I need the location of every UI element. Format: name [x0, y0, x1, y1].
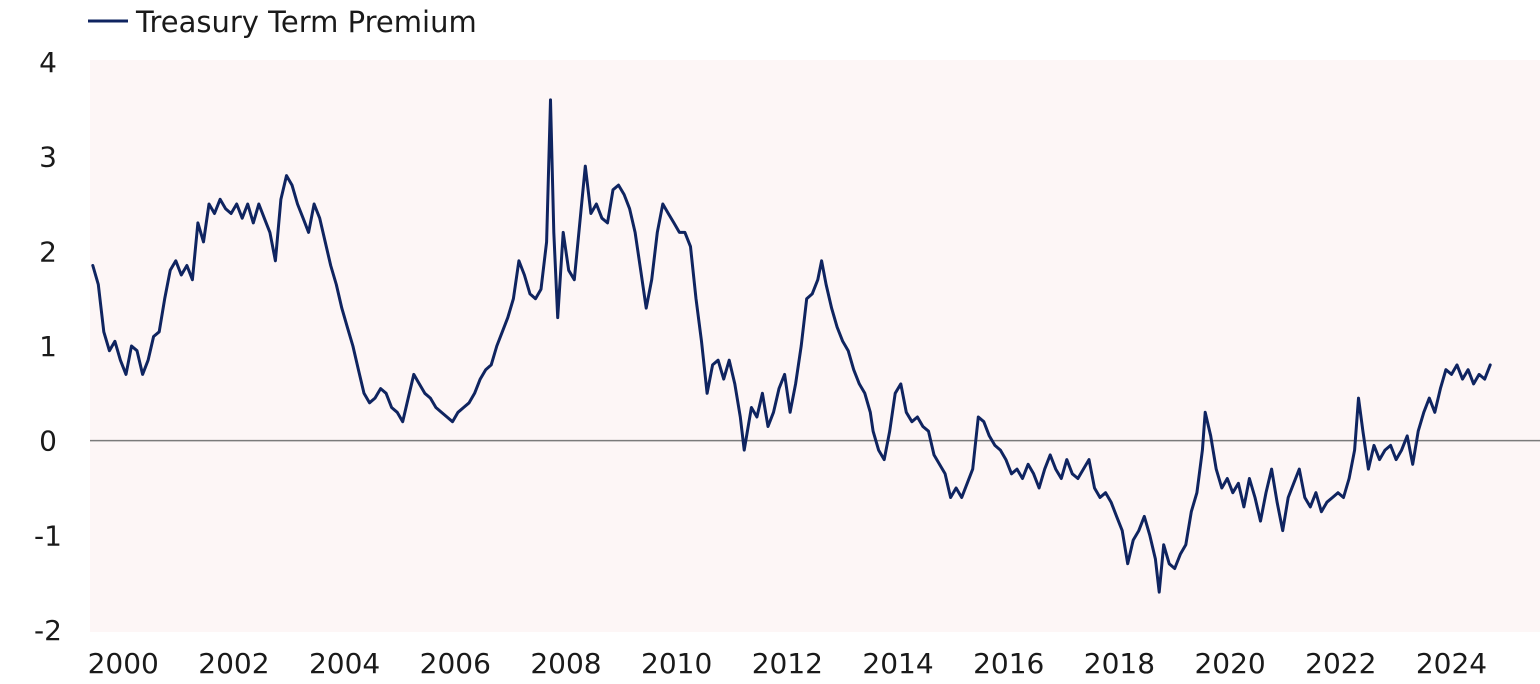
y-axis: -2 -1 0 1 2 3 4 [34, 46, 62, 647]
series-line-0 [91, 98, 1492, 594]
x-tick-label: 2012 [752, 647, 823, 680]
x-axis: 2000 2002 2004 2006 2008 2010 2012 2014 2016 2018… [88, 647, 1488, 680]
x-tick-label: 2014 [862, 647, 933, 680]
x-tick-label: 2018 [1084, 647, 1155, 680]
legend: Treasury Term Premium [88, 5, 477, 39]
y-tick-label: 3 [39, 141, 57, 174]
x-tick-label: 2004 [309, 647, 380, 680]
x-tick-label: 2022 [1305, 647, 1376, 680]
y-tick-label: -2 [34, 614, 62, 647]
series-layer [91, 98, 1492, 594]
x-tick-label: 2020 [1194, 647, 1265, 680]
x-tick-label: 2006 [420, 647, 491, 680]
plot-area [90, 60, 1540, 632]
x-tick-label: 2016 [973, 647, 1044, 680]
x-tick-label: 2024 [1416, 647, 1487, 680]
x-tick-label: 2008 [530, 647, 601, 680]
y-tick-label: 1 [39, 330, 57, 363]
x-tick-label: 2010 [641, 647, 712, 680]
y-tick-label: 0 [39, 425, 57, 458]
y-tick-label: 4 [39, 46, 57, 79]
y-tick-label: -1 [34, 519, 62, 552]
y-tick-label: 2 [39, 235, 57, 268]
x-tick-label: 2000 [88, 647, 159, 680]
x-tick-label: 2002 [198, 647, 269, 680]
legend-label-treasury-term-premium: Treasury Term Premium [135, 5, 477, 39]
